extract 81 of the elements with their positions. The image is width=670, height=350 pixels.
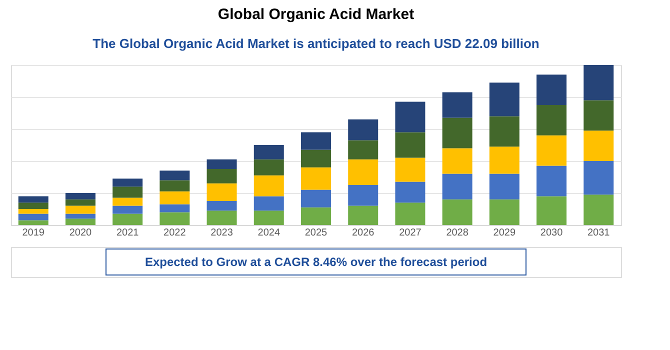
bar [254, 175, 284, 196]
bar [348, 206, 378, 225]
bar [395, 158, 426, 182]
bar [254, 145, 284, 160]
bar [584, 130, 614, 161]
bar [395, 132, 426, 158]
bar [206, 210, 237, 225]
x-tick-label: 2019 [22, 228, 45, 238]
bar [536, 105, 567, 136]
bar [489, 199, 520, 225]
bar [301, 167, 331, 190]
bar [584, 161, 614, 195]
bar [112, 206, 143, 214]
bar [206, 183, 237, 201]
x-tick-label: 2027 [399, 228, 422, 238]
x-tick-label: 2025 [304, 228, 328, 238]
bar [301, 190, 331, 208]
x-tick-label: 2023 [210, 228, 234, 238]
x-tick-label: 2030 [540, 228, 564, 238]
bar [536, 166, 567, 196]
bar [442, 148, 472, 174]
bar [442, 92, 472, 118]
bar [254, 210, 284, 225]
x-tick-label: 2024 [258, 228, 280, 238]
x-tick-label: 2031 [588, 228, 610, 238]
bar [536, 135, 567, 166]
bar [160, 170, 190, 180]
bar [584, 100, 614, 131]
bar [536, 74, 567, 105]
bar [112, 178, 143, 187]
bar [160, 212, 190, 225]
bar [348, 140, 378, 160]
x-tick-label: 2026 [352, 228, 375, 238]
bar [489, 82, 520, 116]
bar [206, 201, 237, 211]
text: Expected to Grow at a CAGR 8.46% over the forecast period [144, 255, 488, 269]
bar [160, 180, 190, 192]
bar [206, 159, 237, 169]
bar [65, 218, 96, 225]
bar [65, 199, 96, 206]
bar [348, 185, 378, 206]
bar [442, 199, 472, 225]
bar [348, 119, 378, 140]
chart-title: Global Organic Acid Market [218, 6, 414, 23]
bar [18, 220, 48, 225]
bar [489, 146, 520, 174]
bar [442, 174, 472, 200]
x-tick-label: 2021 [116, 228, 140, 238]
bar [206, 169, 237, 184]
bar [536, 196, 567, 225]
bar [65, 193, 96, 200]
x-tick-label: 2022 [164, 228, 186, 238]
bar [395, 182, 426, 203]
x-tick-label: 2029 [493, 228, 516, 238]
bar [442, 118, 472, 148]
bar [18, 209, 48, 214]
bar [584, 65, 614, 100]
bar [160, 204, 190, 212]
bar [254, 159, 284, 176]
bar [65, 206, 96, 214]
bar [18, 202, 48, 209]
bar [112, 186, 143, 198]
bar [18, 214, 48, 220]
bar [489, 116, 520, 147]
bar [395, 102, 426, 132]
bar [301, 207, 331, 225]
bar [254, 196, 284, 211]
bar [112, 214, 143, 225]
bar [301, 150, 331, 168]
bar [395, 202, 426, 225]
bar [112, 198, 143, 206]
bar [65, 214, 96, 219]
bar [160, 191, 190, 204]
bar [348, 159, 378, 185]
bar [18, 196, 48, 203]
chart-subtitle: The Global Organic Acid Market is anticipated to reach USD 22.09 billion [92, 36, 540, 51]
bar [489, 174, 520, 200]
bar [584, 194, 614, 225]
bar [301, 132, 331, 150]
x-tick-label: 2028 [446, 228, 469, 238]
x-tick-label: 2020 [69, 228, 92, 238]
